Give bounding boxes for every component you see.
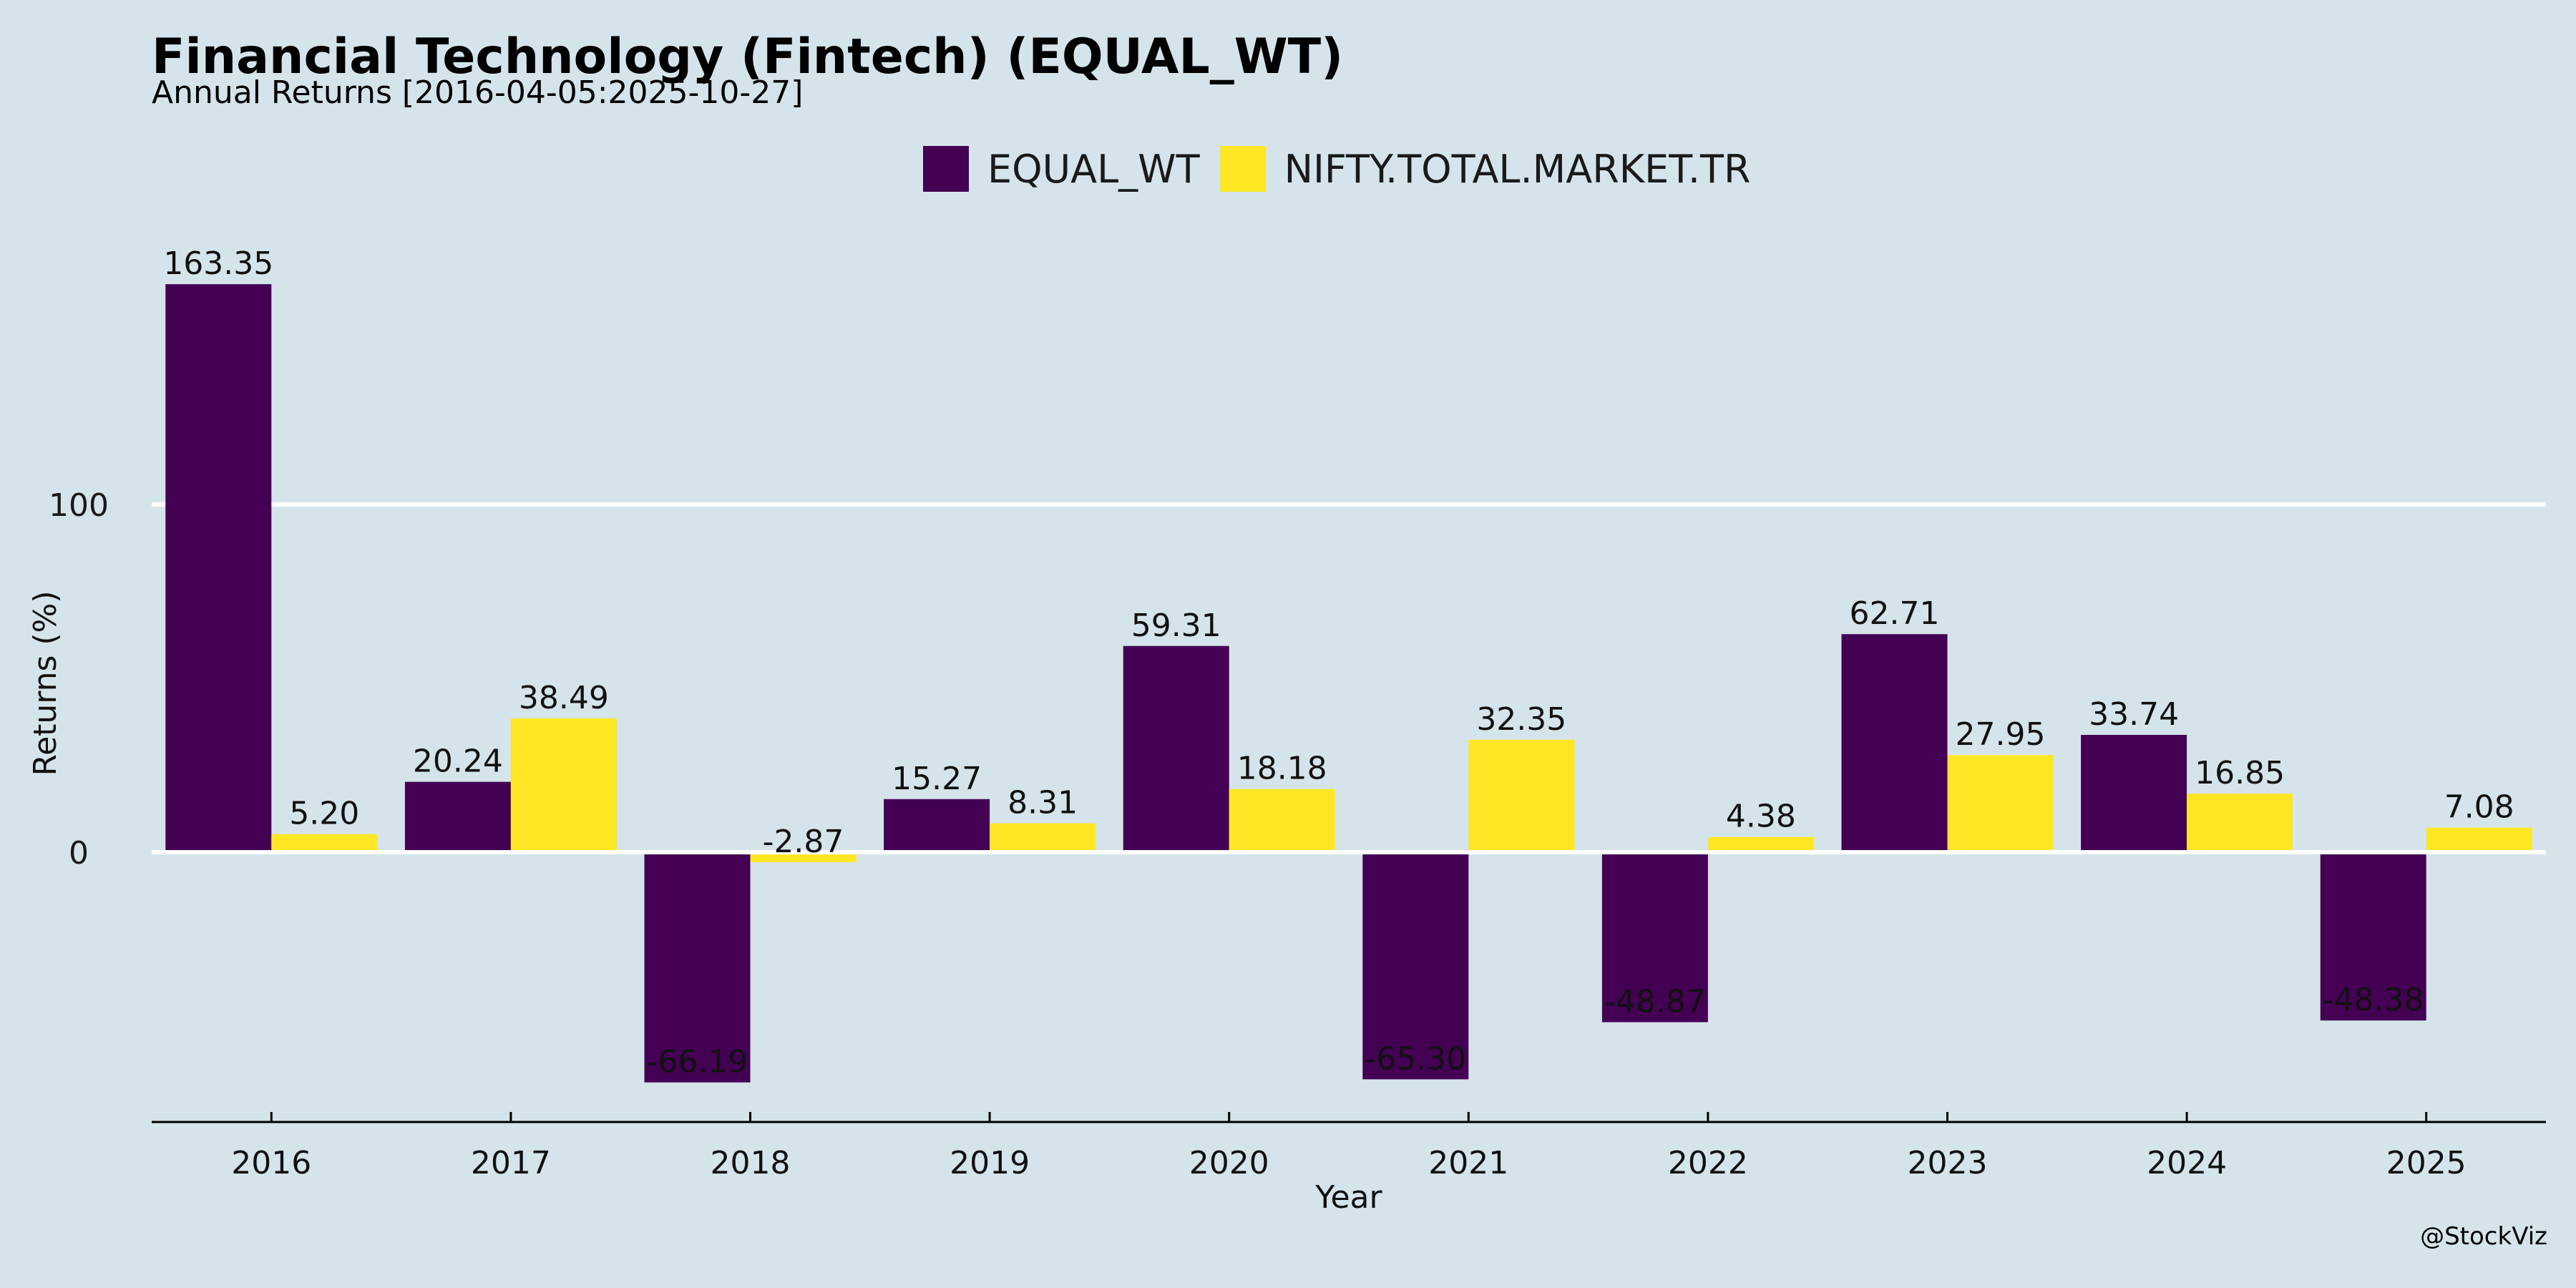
data-label: 15.27 [892, 761, 982, 797]
legend-item-nifty: NIFTY.TOTAL.MARKET.TR [1219, 146, 1751, 192]
bar-equal-wt [404, 781, 511, 852]
bar-nifty [990, 823, 1096, 852]
data-label: 16.85 [2195, 755, 2285, 791]
bar-nifty [1947, 755, 2054, 852]
chart-subtitle: Annual Returns [2016-04-05:2025-10-27] [152, 74, 804, 111]
data-label: -65.30 [1365, 1040, 1466, 1077]
legend-label-equal-wt: EQUAL_WT [987, 146, 1200, 192]
legend: EQUAL_WT NIFTY.TOTAL.MARKET.TR [923, 142, 1771, 196]
data-label: -48.87 [1604, 984, 1706, 1020]
data-label: 38.49 [519, 680, 609, 716]
data-label: 4.38 [1726, 799, 1796, 835]
bar-nifty [1468, 739, 1575, 852]
bar-equal-wt [884, 799, 990, 852]
data-label: -66.19 [647, 1044, 748, 1080]
data-label: 20.24 [413, 743, 503, 780]
bar-nifty [271, 834, 378, 852]
x-tick-label: 2020 [1189, 1145, 1269, 1181]
x-tick-label: 2018 [711, 1145, 791, 1181]
bar-nifty [510, 718, 617, 852]
watermark: @StockViz [2420, 1222, 2547, 1251]
data-label: 8.31 [1008, 785, 1078, 821]
data-label: 27.95 [1956, 716, 2046, 753]
bar-equal-wt [644, 852, 751, 1083]
bar-nifty [1707, 836, 1814, 852]
legend-item-equal-wt: EQUAL_WT [923, 146, 1200, 192]
bar-equal-wt [1601, 852, 1708, 1023]
x-tick-label: 2019 [950, 1145, 1030, 1181]
data-label: 163.35 [163, 245, 273, 282]
data-label: 33.74 [2089, 696, 2179, 733]
x-tick-label: 2022 [1668, 1145, 1748, 1181]
bar-equal-wt [2320, 852, 2426, 1021]
bar-equal-wt [2081, 735, 2187, 852]
bar-nifty [2426, 827, 2532, 852]
data-label: 62.71 [1850, 595, 1940, 632]
x-tick-label: 2024 [2147, 1145, 2227, 1181]
bar-equal-wt [1841, 634, 1948, 852]
y-tick-label: 100 [49, 487, 109, 524]
data-label: 18.18 [1237, 751, 1327, 787]
y-axis-label: Returns (%) [27, 590, 64, 776]
x-tick-label: 2021 [1428, 1145, 1508, 1181]
x-tick-label: 2025 [2386, 1145, 2467, 1181]
chart-title: Financial Technology (Fintech) (EQUAL_WT… [152, 29, 1344, 85]
data-label: 32.35 [1476, 701, 1566, 738]
bar-equal-wt [165, 284, 272, 852]
legend-swatch-nifty [1219, 146, 1266, 192]
bar-nifty [2187, 794, 2293, 852]
data-label: -48.38 [2323, 982, 2424, 1018]
y-tick-label: 0 [69, 835, 89, 872]
data-label: 59.31 [1131, 608, 1221, 644]
legend-label-nifty: NIFTY.TOTAL.MARKET.TR [1284, 146, 1751, 192]
x-tick-label: 2023 [1908, 1145, 1988, 1181]
data-label: -2.87 [763, 824, 844, 860]
x-tick-label: 2016 [231, 1145, 311, 1181]
x-tick-label: 2017 [471, 1145, 551, 1181]
legend-swatch-equal-wt [923, 146, 969, 192]
bar-nifty [750, 852, 857, 862]
data-label: 7.08 [2444, 789, 2514, 826]
data-label: 5.20 [289, 796, 359, 832]
bar-equal-wt [1123, 645, 1229, 852]
x-axis-label: Year [1314, 1179, 1382, 1216]
bar-equal-wt [1362, 852, 1469, 1080]
bar-nifty [1229, 789, 1335, 852]
